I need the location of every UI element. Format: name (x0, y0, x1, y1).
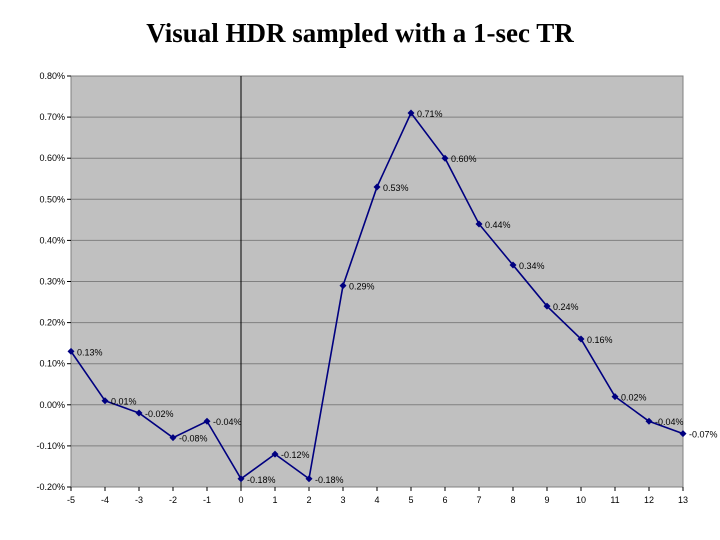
data-label: 0.02% (621, 393, 647, 403)
data-point-marker (509, 261, 517, 269)
data-point-marker (645, 417, 653, 425)
data-label: 0.44% (485, 220, 511, 230)
data-label: 0.24% (553, 302, 579, 312)
data-point-marker (475, 220, 483, 228)
data-point-marker (203, 417, 211, 425)
y-tick-label: 0.70% (39, 112, 65, 122)
y-tick-label: -0.20% (36, 482, 65, 492)
x-tick-label: 11 (610, 495, 619, 505)
x-tick-label: 13 (678, 495, 688, 505)
data-label: 0.60% (451, 154, 477, 164)
data-point-marker (271, 450, 279, 458)
data-label: -0.12% (281, 450, 310, 460)
data-label: 0.16% (587, 335, 613, 345)
y-tick-label: 0.10% (39, 359, 65, 369)
y-tick-label: 0.60% (39, 153, 65, 163)
x-tick-label: 7 (476, 495, 481, 505)
data-point-marker (373, 183, 381, 191)
data-label: -0.02% (145, 409, 174, 419)
axes: -0.20% -0.10% 0.00% 0.10% 0.20% 0.30% 0.40% 0.5… (36, 71, 688, 505)
data-label: -0.18% (315, 475, 344, 485)
data-label: 0.13% (77, 347, 103, 357)
y-tick-label: 0.40% (39, 235, 65, 245)
slide-title: Visual HDR sampled with a 1-sec TR (146, 18, 574, 48)
x-tick-label: -5 (67, 495, 75, 505)
data-point-marker (169, 434, 177, 442)
x-tick-label: 3 (340, 495, 345, 505)
x-tick-label: 8 (510, 495, 515, 505)
data-label: -0.18% (247, 475, 276, 485)
data-label: 0.29% (349, 282, 375, 292)
x-tick-label: 10 (576, 495, 586, 505)
x-tick-label: -4 (101, 495, 109, 505)
x-tick-label: -3 (135, 495, 143, 505)
y-tick-label: -0.10% (36, 441, 65, 451)
data-labels: 0.13% 0.01% -0.02% -0.08% -0.04% -0.18% -0.12%… (77, 109, 718, 485)
data-label: -0.08% (179, 434, 208, 444)
data-point-marker (67, 347, 75, 355)
data-label: -0.04% (655, 417, 684, 427)
data-point-marker (611, 393, 619, 401)
data-point-marker (305, 475, 313, 483)
x-tick-label: 9 (544, 495, 549, 505)
x-tick-label: -1 (203, 495, 211, 505)
data-label: -0.04% (213, 417, 242, 427)
y-tick-label: 0.80% (39, 71, 65, 81)
data-label: 0.71% (417, 109, 443, 119)
data-point-marker (237, 475, 245, 483)
x-tick-label: 1 (272, 495, 277, 505)
y-tick-label: 0.20% (39, 318, 65, 328)
data-point-marker (679, 430, 687, 438)
data-label: 0.01% (111, 397, 137, 407)
x-tick-label: 0 (238, 495, 243, 505)
series-hdr (67, 109, 687, 483)
x-tick-label: 6 (442, 495, 447, 505)
data-point-marker (339, 282, 347, 290)
data-label: 0.53% (383, 183, 409, 193)
y-tick-label: 0.50% (39, 194, 65, 204)
y-tick-label: 0.30% (39, 277, 65, 287)
x-tick-label: 4 (374, 495, 379, 505)
x-tick-label: 5 (408, 495, 413, 505)
data-point-marker (577, 335, 585, 343)
data-label: 0.34% (519, 261, 545, 271)
x-tick-label: -2 (169, 495, 177, 505)
x-tick-label: 12 (644, 495, 654, 505)
data-point-marker (101, 397, 109, 405)
x-tick-label: 2 (306, 495, 311, 505)
data-point-marker (407, 109, 415, 117)
data-point-marker (543, 302, 551, 310)
data-label: -0.07% (689, 430, 718, 440)
data-point-marker (135, 409, 143, 417)
gridlines (71, 75, 683, 488)
y-tick-label: 0.00% (39, 400, 65, 410)
data-point-marker (441, 154, 449, 162)
